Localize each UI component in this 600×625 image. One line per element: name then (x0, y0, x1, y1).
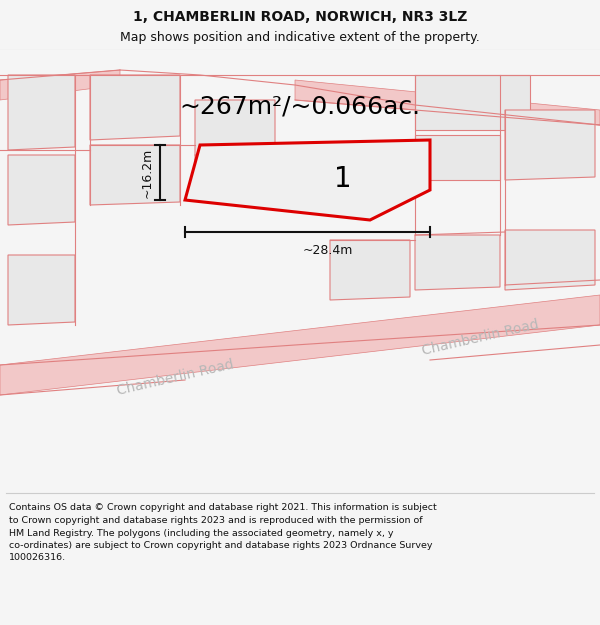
Text: 1: 1 (334, 165, 352, 193)
Text: ~28.4m: ~28.4m (302, 244, 353, 256)
Text: Contains OS data © Crown copyright and database right 2021. This information is : Contains OS data © Crown copyright and d… (9, 504, 437, 562)
Polygon shape (0, 70, 120, 100)
Polygon shape (295, 80, 600, 125)
Polygon shape (8, 255, 75, 325)
Polygon shape (415, 75, 530, 130)
Text: ~16.2m: ~16.2m (140, 148, 154, 198)
Polygon shape (90, 145, 180, 205)
Text: 1, CHAMBERLIN ROAD, NORWICH, NR3 3LZ: 1, CHAMBERLIN ROAD, NORWICH, NR3 3LZ (133, 10, 467, 24)
Text: Chamberlin Road: Chamberlin Road (420, 318, 540, 358)
Polygon shape (0, 295, 600, 395)
Polygon shape (195, 100, 275, 160)
Text: ~267m²/~0.066ac.: ~267m²/~0.066ac. (179, 95, 421, 119)
Polygon shape (505, 230, 595, 290)
Polygon shape (8, 155, 75, 225)
Polygon shape (415, 235, 500, 290)
Polygon shape (330, 240, 410, 300)
Polygon shape (185, 140, 430, 220)
Polygon shape (415, 135, 500, 180)
Polygon shape (505, 110, 595, 180)
Text: Chamberlin Road: Chamberlin Road (115, 357, 235, 398)
Polygon shape (90, 75, 180, 140)
Polygon shape (8, 75, 75, 150)
Text: Map shows position and indicative extent of the property.: Map shows position and indicative extent… (120, 31, 480, 44)
